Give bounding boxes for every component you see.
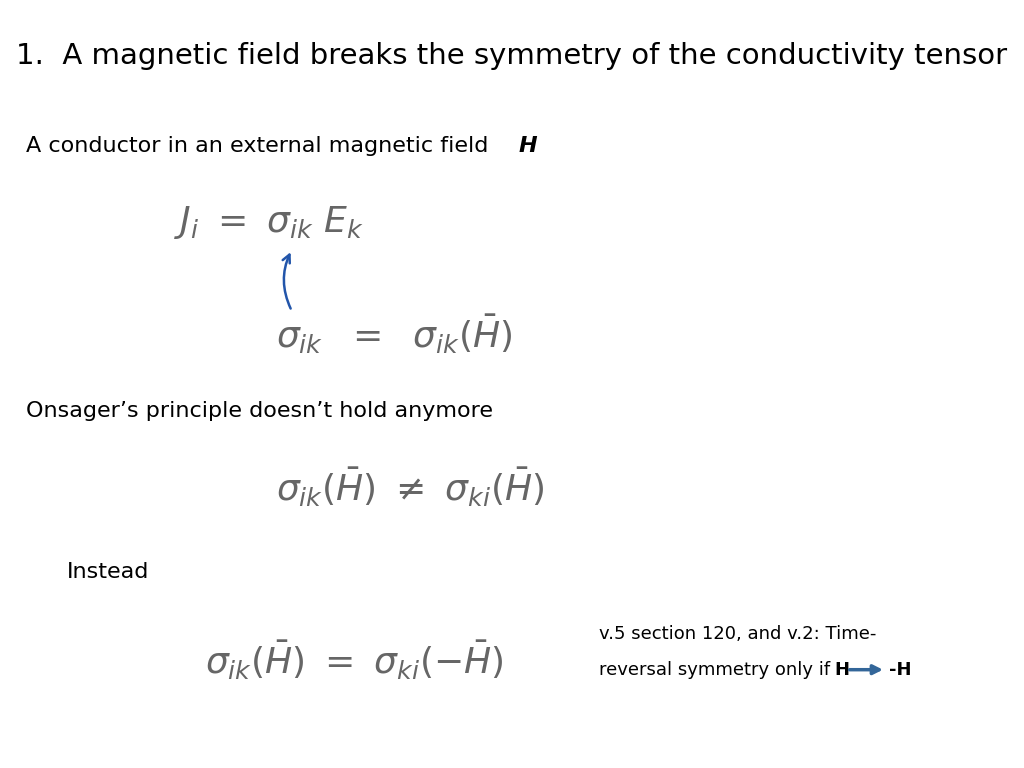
Text: 1.  A magnetic field breaks the symmetry of the conductivity tensor: 1. A magnetic field breaks the symmetry … bbox=[16, 42, 1008, 70]
Text: A conductor in an external magnetic field: A conductor in an external magnetic fiel… bbox=[26, 136, 495, 156]
Text: $\sigma_{ik}\ \ =\ \ \sigma_{ik}(\bar{H})$: $\sigma_{ik}\ \ =\ \ \sigma_{ik}(\bar{H}… bbox=[276, 313, 513, 356]
Text: $\sigma_{ik}(\bar{H})\ \neq\ \sigma_{ki}(\bar{H})$: $\sigma_{ik}(\bar{H})\ \neq\ \sigma_{ki}… bbox=[276, 466, 545, 509]
Text: reversal symmetry only if: reversal symmetry only if bbox=[599, 660, 836, 679]
Text: H: H bbox=[835, 660, 850, 679]
Text: -H: -H bbox=[889, 660, 911, 679]
Text: Instead: Instead bbox=[67, 562, 148, 582]
Text: $\sigma_{ik}(\bar{H})\ =\ \sigma_{ki}(-\bar{H})$: $\sigma_{ik}(\bar{H})\ =\ \sigma_{ki}(-\… bbox=[205, 639, 504, 682]
Text: $\mathit{J}_i\ \mathit{=}\ \sigma_{ik}\ \mathit{E}_k$: $\mathit{J}_i\ \mathit{=}\ \sigma_{ik}\ … bbox=[174, 204, 365, 241]
Text: v.5 section 120, and v.2: Time-: v.5 section 120, and v.2: Time- bbox=[599, 624, 877, 643]
Text: Onsager’s principle doesn’t hold anymore: Onsager’s principle doesn’t hold anymore bbox=[26, 401, 493, 421]
Text: H: H bbox=[518, 136, 537, 156]
